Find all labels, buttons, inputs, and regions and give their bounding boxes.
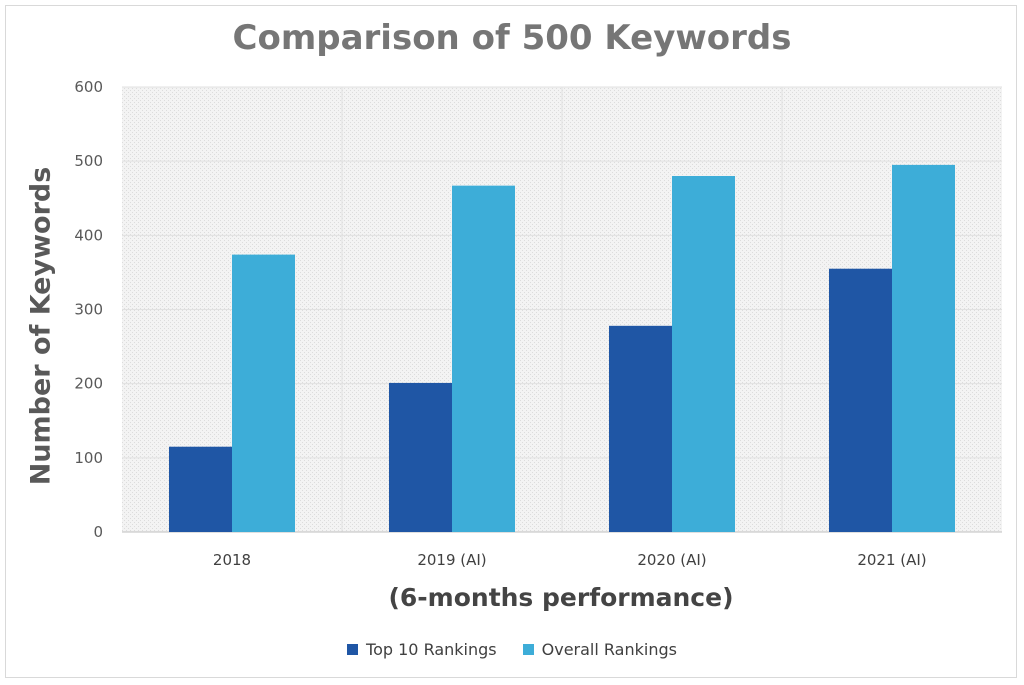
y-tick-label: 100 [74,449,103,467]
legend-swatch-top10 [347,644,359,655]
chart-legend: Top 10 Rankings Overall Rankings [0,640,1024,659]
y-tick-label: 500 [74,152,103,170]
chart-title: Comparison of 500 Keywords [232,18,792,58]
x-tick-label: 2019 (AI) [417,551,486,569]
bar-top10 [169,446,232,532]
bar-overall [232,254,295,532]
legend-label-overall: Overall Rankings [541,640,677,659]
y-tick-label: 0 [93,523,103,541]
bar-overall [672,176,735,532]
y-tick-label: 200 [74,375,103,393]
bar-overall [452,185,515,532]
legend-label-top10: Top 10 Rankings [366,640,497,659]
bar-top10 [829,268,892,532]
legend-item-overall: Overall Rankings [522,640,677,659]
x-tick-label: 2021 (AI) [857,551,926,569]
x-tick-label: 2020 (AI) [637,551,706,569]
legend-item-top10: Top 10 Rankings [347,640,497,659]
x-axis-label: (6-months performance) [388,583,734,612]
bar-overall [892,164,955,532]
bar-top10 [609,325,672,532]
y-tick-label: 300 [74,301,103,319]
y-tick-label: 400 [74,226,103,244]
y-tick-label: 600 [74,78,103,96]
x-tick-label: 2018 [213,551,251,569]
legend-swatch-overall [522,644,534,655]
bar-top10 [389,382,452,532]
